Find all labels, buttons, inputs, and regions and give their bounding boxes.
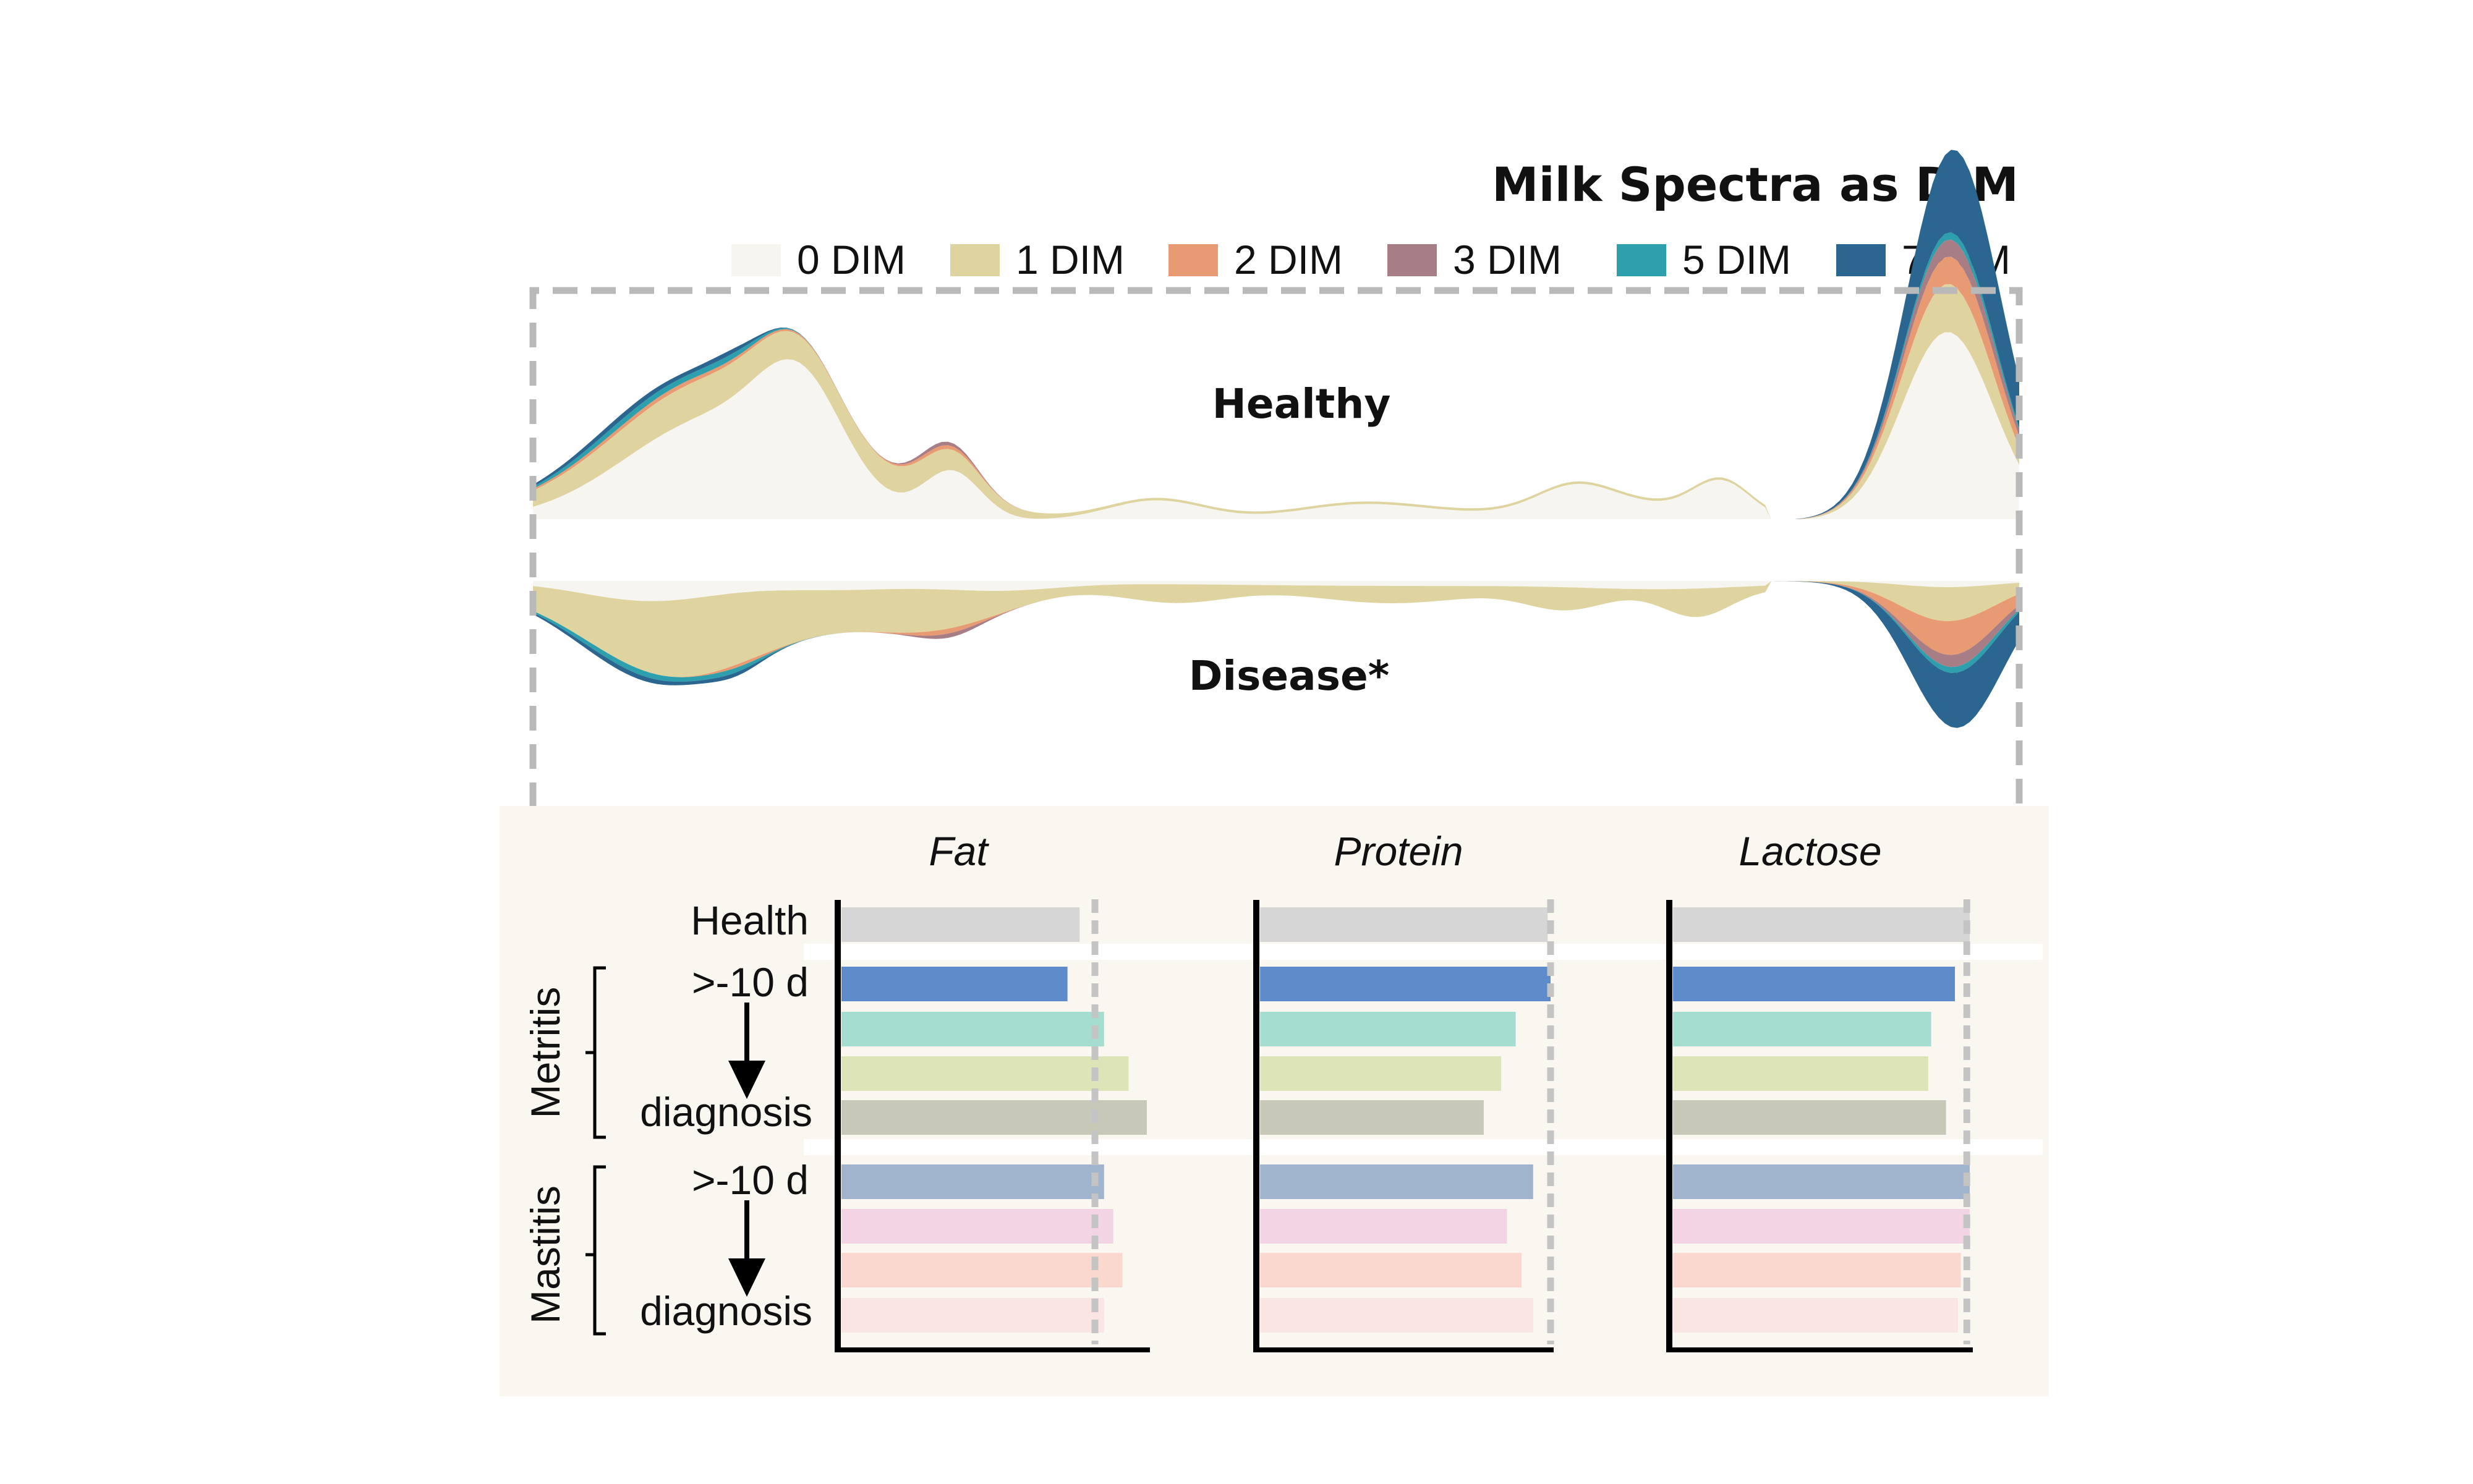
mastitis-arrow-head — [728, 1258, 765, 1297]
legend-swatch — [1387, 244, 1437, 276]
disease-label: Disease* — [1189, 652, 1390, 700]
bar-lactose-2 — [1673, 1012, 1931, 1046]
legend-label: 2 DIM — [1234, 237, 1343, 282]
panel-gap — [535, 519, 2019, 579]
group-separator — [804, 1139, 2043, 1155]
healthy-label: Healthy — [1212, 380, 1391, 428]
spectra-chart: Healthy Disease* — [529, 150, 2023, 807]
bar-fat-7 — [841, 1253, 1123, 1287]
metritis-arrow-head — [728, 1061, 765, 1099]
healthy-area-0 — [533, 332, 2019, 520]
legend-swatch — [950, 244, 1000, 276]
legend-label: 0 DIM — [797, 237, 906, 282]
metritis-group-label: Metritis — [522, 987, 568, 1119]
healthy-area-4 — [533, 232, 2019, 520]
bar-series — [841, 907, 1970, 1333]
bar-lactose-7 — [1673, 1253, 1961, 1287]
bar-fat-6 — [841, 1209, 1113, 1244]
bar-lactose-4 — [1673, 1100, 1946, 1135]
disease-area-1 — [533, 581, 2019, 677]
bar-lactose-6 — [1673, 1209, 1970, 1244]
column-title-lactose: Lactose — [1739, 828, 1881, 874]
disease-area-0 — [533, 581, 2019, 601]
bar-fat-4 — [841, 1100, 1147, 1135]
bar-lactose-5 — [1673, 1164, 1970, 1199]
bar-protein-8 — [1260, 1298, 1533, 1333]
bar-fat-2 — [841, 1012, 1104, 1046]
healthy-area-1 — [533, 284, 2019, 520]
bar-fat-1 — [841, 967, 1068, 1001]
column-title-fat: Fat — [929, 828, 989, 874]
bar-chart: Fat Protein Lactose Health >-10 d diagno… — [522, 828, 2043, 1352]
bar-fat-0 — [841, 907, 1080, 942]
bar-protein-1 — [1260, 967, 1551, 1001]
group-separator — [804, 944, 2043, 960]
disease-panel-areas — [533, 581, 2019, 728]
metritis-end-label: diagnosis — [640, 1089, 812, 1135]
legend-label: 5 DIM — [1682, 237, 1791, 282]
bar-lactose-0 — [1673, 907, 1970, 942]
bar-lactose-3 — [1673, 1056, 1928, 1091]
bar-protein-2 — [1260, 1012, 1516, 1046]
bar-protein-0 — [1260, 907, 1548, 942]
mastitis-group-label: Mastitis — [522, 1185, 568, 1324]
bar-axes — [835, 900, 1973, 1352]
spectra-frame — [529, 287, 2023, 807]
bar-protein-7 — [1260, 1253, 1522, 1287]
bar-protein-3 — [1260, 1056, 1502, 1091]
bar-protein-5 — [1260, 1164, 1533, 1199]
legend-swatch — [1168, 244, 1218, 276]
legend-label: 3 DIM — [1453, 237, 1562, 282]
mastitis-end-label: diagnosis — [640, 1288, 812, 1334]
metritis-start-label: >-10 d — [692, 959, 809, 1005]
bar-fat-8 — [841, 1298, 1104, 1333]
column-title-protein: Protein — [1334, 828, 1463, 874]
legend-swatch — [1617, 244, 1666, 276]
reference-lines — [1091, 899, 1970, 1344]
bar-fat-3 — [841, 1056, 1129, 1091]
legend-label: 1 DIM — [1016, 237, 1125, 282]
bar-protein-4 — [1260, 1100, 1484, 1135]
legend-swatch — [1836, 244, 1886, 276]
bar-lactose-1 — [1673, 967, 1955, 1001]
row-label-health: Health — [691, 897, 809, 943]
legend-swatch — [731, 244, 781, 276]
bar-lactose-8 — [1673, 1298, 1958, 1333]
mastitis-start-label: >-10 d — [692, 1157, 809, 1203]
mastitis-bracket — [585, 1165, 606, 1336]
metritis-bracket — [585, 966, 606, 1139]
bar-protein-6 — [1260, 1209, 1507, 1244]
bar-fat-5 — [841, 1164, 1104, 1199]
healthy-panel-areas — [533, 150, 2019, 520]
